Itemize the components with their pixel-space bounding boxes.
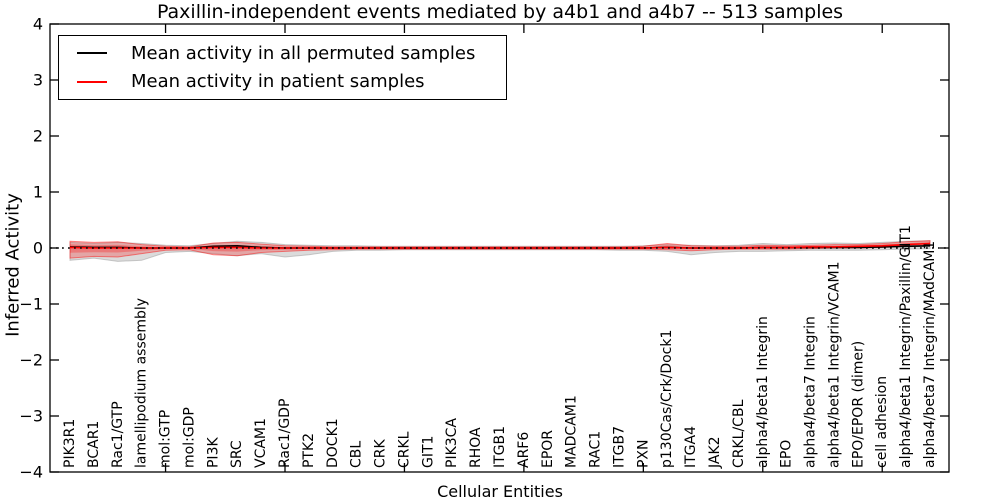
y-tick-label: 4 xyxy=(33,15,43,34)
category-label: VCAM1 xyxy=(253,418,269,468)
category-label: mol:GDP xyxy=(181,407,197,468)
category-label: CRKL xyxy=(396,431,412,468)
category-label: alpha4/beta1 Integrin xyxy=(755,316,771,468)
category-label: lamellipodium assembly xyxy=(134,298,150,468)
legend-entry-patient: Mean activity in patient samples xyxy=(59,68,506,96)
legend-label-permuted: Mean activity in all permuted samples xyxy=(131,42,476,64)
category-label: PIK3CA xyxy=(444,418,460,468)
y-tick-label: −1 xyxy=(19,295,43,314)
category-label: PI3K xyxy=(205,437,221,468)
category-label: EPOR xyxy=(540,430,556,468)
legend-line-red-icon xyxy=(77,80,107,83)
y-tick-label: −3 xyxy=(19,407,43,426)
y-tick-label: 0 xyxy=(33,239,43,258)
category-label: BCAR1 xyxy=(86,421,102,468)
category-label: alpha4/beta1 Integrin/Paxillin/GIT1 xyxy=(898,225,914,468)
category-label: p130Cas/Crk/Dock1 xyxy=(659,330,675,468)
category-label: CBL xyxy=(349,441,365,468)
category-label: ITGB7 xyxy=(611,426,627,468)
category-label: MADCAM1 xyxy=(564,395,580,468)
category-label: mol:GTP xyxy=(158,410,174,468)
category-label: RAC1 xyxy=(588,431,604,468)
category-label: RHOA xyxy=(468,427,484,468)
category-label: CRK xyxy=(373,438,389,468)
band-permuted xyxy=(69,240,931,262)
category-label: Rac1/GTP xyxy=(110,401,126,468)
y-tick-label: 1 xyxy=(33,183,43,202)
category-label: PTK2 xyxy=(301,433,317,468)
category-label: PXN xyxy=(635,439,651,468)
category-label: alpha4/beta7 Integrin/MAdCAM1 xyxy=(922,241,938,468)
category-label: ARF6 xyxy=(516,432,532,468)
y-tick-label: 2 xyxy=(33,127,43,146)
y-tick-label: −4 xyxy=(19,463,43,482)
x-axis-label: Cellular Entities xyxy=(437,482,563,500)
category-label: alpha4/beta1 Integrin/VCAM1 xyxy=(826,262,842,469)
y-tick-label: 3 xyxy=(33,71,43,90)
category-label: CRKL/CBL xyxy=(731,399,747,468)
category-label: alpha4/beta7 Integrin xyxy=(803,316,819,468)
legend-label-patient: Mean activity in patient samples xyxy=(131,71,425,93)
category-label: PIK3R1 xyxy=(62,419,78,468)
category-label: ITGA4 xyxy=(683,426,699,468)
category-label: Rac1/GDP xyxy=(277,399,293,468)
category-label: ITGB1 xyxy=(492,426,508,468)
chart-title: Paxillin-independent events mediated by … xyxy=(156,1,844,23)
category-label: JAK2 xyxy=(707,436,723,469)
category-label: GIT1 xyxy=(420,436,436,468)
legend-entry-permuted: Mean activity in all permuted samples xyxy=(59,39,506,67)
y-tick-label: −2 xyxy=(19,351,43,370)
category-label: EPO/EPOR (dimer) xyxy=(850,341,866,468)
legend-line-black-icon xyxy=(77,52,107,55)
legend: Mean activity in all permuted samples Me… xyxy=(58,35,507,100)
category-label: SRC xyxy=(229,440,245,468)
category-label: cell adhesion xyxy=(874,376,890,468)
category-label: DOCK1 xyxy=(325,418,341,468)
category-label: EPO xyxy=(779,440,795,468)
